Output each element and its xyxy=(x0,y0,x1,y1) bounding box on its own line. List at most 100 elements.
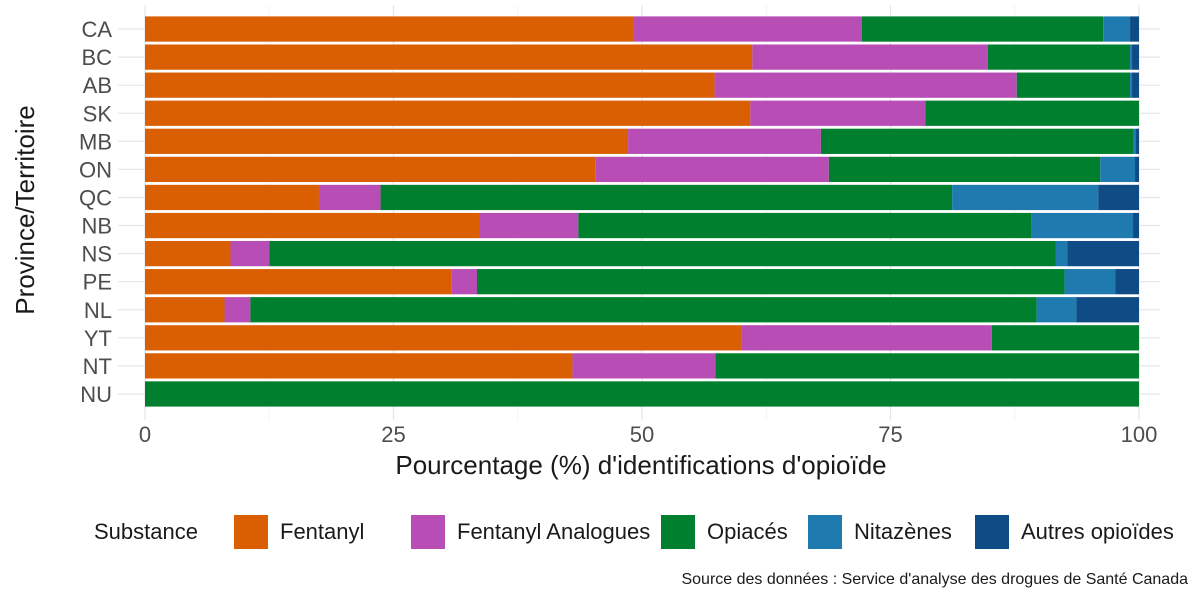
x-axis-title: Pourcentage (%) d'identifications d'opio… xyxy=(395,450,886,480)
bar-nb-nitaz-nes xyxy=(1031,212,1134,239)
bar-ns-nitaz-nes xyxy=(1055,240,1068,267)
bar-pe-nitaz-nes xyxy=(1064,269,1116,295)
bar-nb-fentanyl xyxy=(145,212,480,239)
bar-group-pe xyxy=(145,269,1139,295)
bar-ab-fentanyl xyxy=(145,72,715,98)
x-tick-label-100: 100 xyxy=(1121,422,1158,447)
bar-group-ca xyxy=(145,16,1139,42)
bar-group-yt xyxy=(145,325,1139,351)
bar-group-nb xyxy=(145,212,1139,239)
bar-yt-fentanyl xyxy=(145,325,742,351)
bar-yt-fentanyl-analogues xyxy=(741,325,992,351)
bar-group-ab xyxy=(145,72,1139,98)
bar-bc-fentanyl xyxy=(145,44,753,70)
x-tick-label-25: 25 xyxy=(381,422,405,447)
bar-ca-fentanyl xyxy=(145,16,634,42)
bar-group-bc xyxy=(145,44,1139,70)
legend-swatch-fentanyl-analogues xyxy=(411,515,445,549)
bar-nu-opiac-s xyxy=(145,381,1139,407)
bar-qc-autres-opio-des xyxy=(1098,184,1139,211)
bar-bc-fentanyl-analogues xyxy=(752,44,988,70)
bar-group-ns xyxy=(145,240,1139,267)
legend-swatch-opiac-s xyxy=(661,515,695,549)
legend-title: Substance xyxy=(94,519,198,544)
bar-pe-autres-opio-des xyxy=(1115,269,1139,295)
legend-label-autres-opio-des: Autres opioïdes xyxy=(1021,519,1174,544)
x-tick-label-0: 0 xyxy=(139,422,151,447)
y-tick-label-ab: AB xyxy=(83,73,112,98)
bar-group-nl xyxy=(145,297,1139,323)
bar-on-autres-opio-des xyxy=(1135,156,1139,183)
bar-nt-fentanyl-analogues xyxy=(572,353,716,379)
bar-group-on xyxy=(145,156,1139,183)
bar-sk-fentanyl xyxy=(145,100,751,126)
legend-label-nitaz-nes: Nitazènes xyxy=(854,519,952,544)
y-tick-label-on: ON xyxy=(79,157,112,182)
legend: Substance Fentanyl Fentanyl Analogues Opia… xyxy=(94,515,1174,549)
x-tick-label-75: 75 xyxy=(878,422,902,447)
bar-pe-opiac-s xyxy=(476,269,1065,295)
bar-mb-fentanyl xyxy=(145,128,629,154)
bar-ca-nitaz-nes xyxy=(1103,16,1131,42)
bar-bc-opiac-s xyxy=(987,44,1131,70)
bar-mb-fentanyl-analogues xyxy=(628,128,821,154)
y-tick-label-nb: NB xyxy=(81,214,112,239)
bar-nl-nitaz-nes xyxy=(1036,297,1077,323)
bar-ab-fentanyl-analogues xyxy=(714,72,1017,98)
legend-label-opiac-s: Opiacés xyxy=(707,519,788,544)
legend-swatch-nitaz-nes xyxy=(808,515,842,549)
data-source-caption: Source des données : Service d'analyse d… xyxy=(681,571,1188,588)
legend-label-fentanyl-analogues: Fentanyl Analogues xyxy=(457,519,650,544)
bar-ns-opiac-s xyxy=(269,240,1056,267)
bar-ca-autres-opio-des xyxy=(1130,16,1139,42)
y-tick-label-sk: SK xyxy=(83,101,113,126)
bar-bc-nitaz-nes xyxy=(1130,44,1133,70)
y-tick-label-nl: NL xyxy=(84,298,112,323)
bar-nl-opiac-s xyxy=(250,297,1037,323)
legend-swatch-autres-opio-des xyxy=(975,515,1009,549)
x-tick-labels: 0 25 50 75 100 xyxy=(139,422,1157,447)
y-tick-label-ns: NS xyxy=(81,242,112,267)
bar-ca-opiac-s xyxy=(861,16,1104,42)
bar-pe-fentanyl-analogues xyxy=(451,269,477,295)
bar-ca-fentanyl-analogues xyxy=(633,16,862,42)
bar-nl-fentanyl-analogues xyxy=(224,297,251,323)
y-tick-label-bc: BC xyxy=(81,45,112,70)
bar-ns-fentanyl xyxy=(145,240,231,267)
x-tick-label-50: 50 xyxy=(630,422,654,447)
bar-nb-autres-opio-des xyxy=(1133,212,1139,239)
bar-nl-fentanyl xyxy=(145,297,225,323)
y-tick-label-nu: NU xyxy=(80,382,112,407)
bar-nb-opiac-s xyxy=(578,212,1032,239)
legend-swatch-fentanyl xyxy=(234,515,268,549)
bar-ab-nitaz-nes xyxy=(1130,72,1133,98)
y-tick-label-mb: MB xyxy=(79,129,112,154)
bar-sk-fentanyl-analogues xyxy=(750,100,926,126)
bar-group-qc xyxy=(145,184,1139,211)
bar-nt-opiac-s xyxy=(715,353,1139,379)
legend-label-fentanyl: Fentanyl xyxy=(280,519,364,544)
bar-on-fentanyl xyxy=(145,156,596,183)
y-axis-title: Province/Territoire xyxy=(10,105,40,315)
bar-group-sk xyxy=(145,100,1139,126)
bars xyxy=(145,16,1139,407)
bar-on-fentanyl-analogues xyxy=(595,156,829,183)
bar-nb-fentanyl-analogues xyxy=(479,212,579,239)
y-tick-label-qc: QC xyxy=(79,185,112,210)
bar-mb-opiac-s xyxy=(820,128,1134,154)
y-tick-label-pe: PE xyxy=(83,270,112,295)
bar-mb-autres-opio-des xyxy=(1136,128,1139,154)
y-tick-label-nt: NT xyxy=(83,354,112,379)
bar-group-mb xyxy=(145,128,1139,154)
bar-mb-nitaz-nes xyxy=(1133,128,1137,154)
bar-group-nt xyxy=(145,353,1139,379)
bar-on-opiac-s xyxy=(828,156,1101,183)
bar-ns-autres-opio-des xyxy=(1067,240,1139,267)
bar-nt-fentanyl xyxy=(145,353,573,379)
y-tick-labels: CA BC AB SK MB ON QC NB NS PE NL YT NT NU xyxy=(79,17,112,407)
bar-nl-autres-opio-des xyxy=(1076,297,1139,323)
bar-qc-opiac-s xyxy=(380,184,953,211)
bar-bc-autres-opio-des xyxy=(1132,44,1139,70)
bar-qc-fentanyl xyxy=(145,184,319,211)
